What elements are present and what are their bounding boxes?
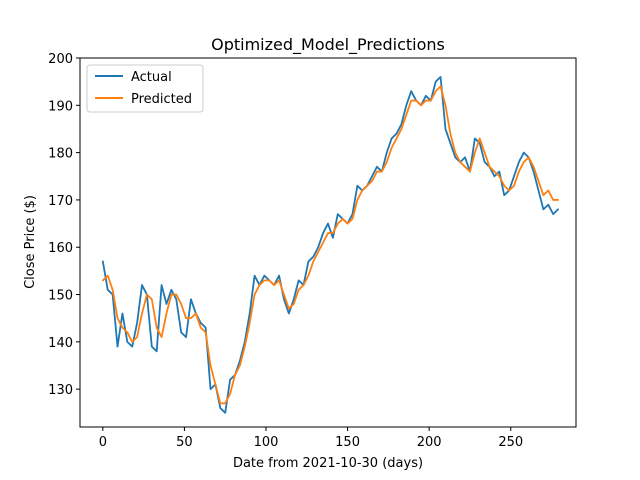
y-axis-label: Close Price ($)	[23, 195, 38, 289]
legend: Actual Predicted	[86, 64, 204, 113]
x-tick-label: 100	[254, 435, 279, 450]
x-axis-label: Date from 2021-10-30 (days)	[233, 456, 423, 471]
y-tick-label: 160	[48, 241, 73, 256]
x-tick-label: 150	[335, 435, 360, 450]
y-tick-label: 190	[48, 99, 73, 114]
series-line-actual	[101, 76, 559, 414]
plot-area	[80, 58, 576, 427]
x-tick-label: 200	[417, 435, 442, 450]
y-axis: 130 140 150 160 170 180 190 200	[48, 52, 80, 398]
series-layer	[101, 76, 559, 414]
y-tick-label: 170	[48, 194, 73, 209]
x-axis: 0 50 100 150 200 250	[99, 427, 523, 450]
series-line-predicted	[101, 85, 559, 405]
plot-frame	[79, 57, 577, 428]
x-tick-label: 0	[99, 435, 107, 450]
y-tick-label: 130	[48, 383, 73, 398]
legend-label-predicted: Predicted	[131, 92, 192, 107]
x-tick-label: 250	[498, 435, 523, 450]
y-tick-label: 140	[48, 336, 73, 351]
y-tick-label: 180	[48, 147, 73, 162]
chart-title: Optimized_Model_Predictions	[211, 35, 445, 55]
x-tick-label: 50	[176, 435, 193, 450]
y-tick-label: 200	[48, 52, 73, 67]
legend-label-actual: Actual	[131, 70, 172, 85]
y-tick-label: 150	[48, 289, 73, 304]
